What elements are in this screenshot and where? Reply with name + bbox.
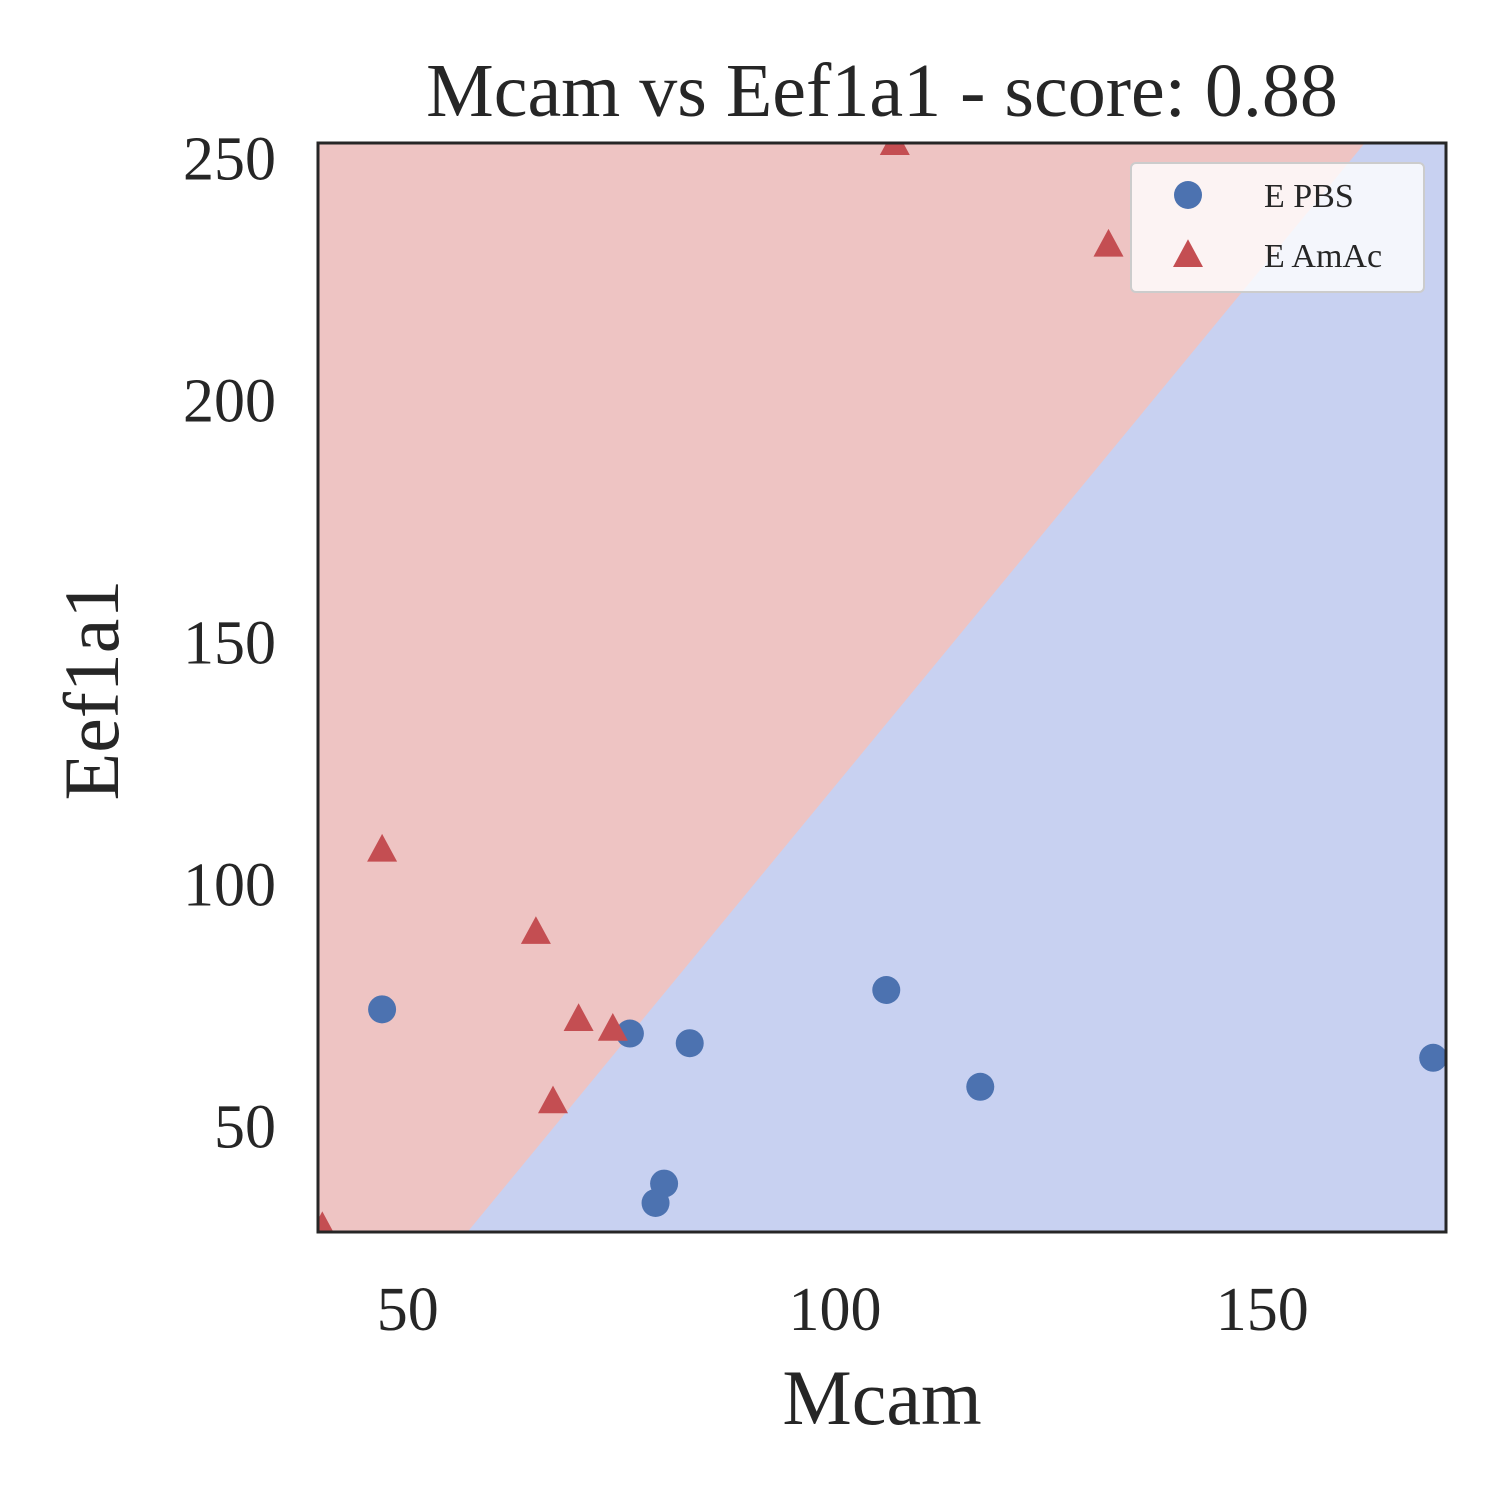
legend: E PBS E AmAc <box>1130 162 1425 293</box>
y-tick-label: 100 <box>183 852 276 920</box>
y-tick-label: 150 <box>183 610 276 678</box>
point-e-pbs-6 <box>966 1072 995 1101</box>
decision-regions <box>318 143 1446 1232</box>
legend-marker-e-pbs <box>1174 181 1202 209</box>
point-e-amac-1 <box>520 916 551 944</box>
x-tick-label: 50 <box>377 1276 439 1344</box>
legend-box <box>1130 162 1425 293</box>
point-e-pbs-7 <box>1419 1043 1446 1072</box>
point-e-amac-3 <box>597 1013 628 1041</box>
chart-title: Mcam vs Eef1a1 - score: 0.88 <box>426 49 1338 133</box>
tick-labels: 50 100 150 50 100 150 200 250 <box>183 126 1309 1344</box>
x-tick-label: 150 <box>1216 1276 1309 1344</box>
x-axis-label: Mcam <box>782 1354 981 1441</box>
legend-label: E PBS <box>1264 178 1354 215</box>
point-e-amac-2 <box>563 1003 594 1031</box>
legend-label: E AmAc <box>1264 238 1382 275</box>
point-e-amac-7 <box>318 1211 334 1232</box>
point-e-amac-6 <box>1093 228 1124 257</box>
point-e-amac-4 <box>538 1085 568 1114</box>
y-tick-label: 50 <box>214 1094 276 1162</box>
point-e-amac-5 <box>879 143 910 155</box>
plot-frame <box>316 141 1448 1234</box>
region-e-amac <box>318 143 1365 1232</box>
point-e-pbs-2 <box>675 1029 704 1058</box>
data-points <box>318 143 1446 1232</box>
x-tick-label: 100 <box>789 1276 882 1344</box>
legend-marker-e-amac <box>1173 239 1203 267</box>
point-e-pbs-5 <box>872 976 901 1004</box>
y-axis-label: Eef1a1 <box>48 580 135 801</box>
y-tick-label: 200 <box>183 368 276 436</box>
point-e-amac-0 <box>367 833 398 862</box>
y-tick-label: 250 <box>183 126 276 194</box>
point-e-pbs-4 <box>641 1188 670 1217</box>
point-e-pbs-0 <box>368 995 397 1024</box>
